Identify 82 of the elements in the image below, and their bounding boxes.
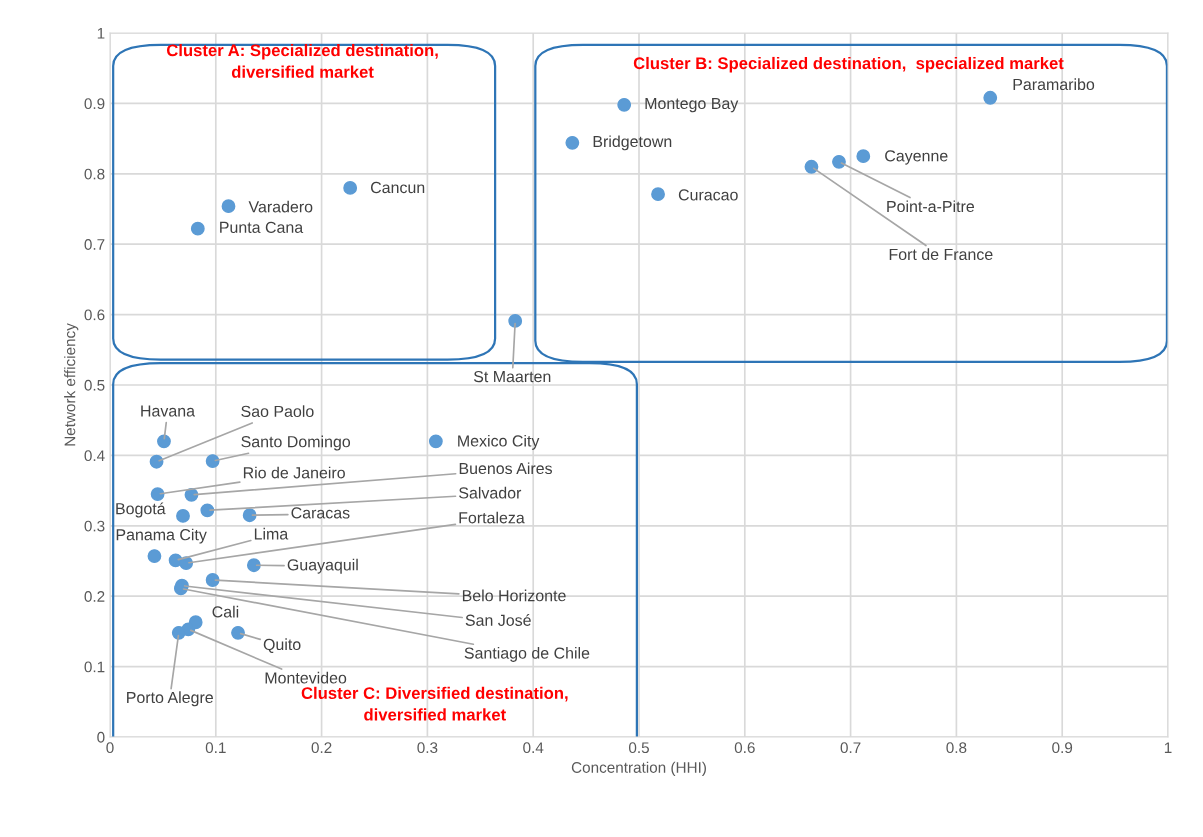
point bbox=[150, 487, 165, 502]
y-tick-label: 0.3 bbox=[84, 520, 105, 532]
annotation: Punta Cana bbox=[220, 221, 304, 233]
point bbox=[651, 187, 665, 202]
point bbox=[205, 573, 220, 587]
annotation: Cayenne bbox=[885, 150, 948, 165]
y-tick-label: 0.1 bbox=[84, 661, 105, 673]
point bbox=[804, 159, 819, 174]
y-tick-label: 0.2 bbox=[84, 591, 105, 602]
annotation: Cali bbox=[212, 605, 239, 618]
x-tick-label: 0 bbox=[106, 742, 114, 754]
annotation: Panama City bbox=[116, 528, 207, 544]
x-tick-label: 0.4 bbox=[523, 742, 544, 754]
x-tick-label: 0.5 bbox=[628, 742, 649, 754]
y-tick-label: 0.8 bbox=[84, 168, 105, 180]
annotation: Curacao bbox=[678, 189, 738, 201]
annotation: Guayaquil bbox=[287, 558, 358, 574]
y-tick-label: 0.4 bbox=[84, 450, 105, 462]
x-tick-label: 1 bbox=[1164, 742, 1172, 753]
annotation: Porto Alegre bbox=[127, 691, 213, 707]
annotation: Belo Horizonte bbox=[462, 589, 566, 602]
annotation: Point-a-Pitre bbox=[887, 200, 975, 213]
point bbox=[190, 221, 205, 236]
annotation: Cluster C: Diversified destination, diversified market bbox=[301, 686, 568, 721]
annotation: Varadero bbox=[248, 200, 313, 213]
point bbox=[508, 314, 523, 328]
point bbox=[565, 135, 580, 150]
y-axis-title: Network efficiency bbox=[64, 323, 79, 446]
point bbox=[171, 625, 186, 640]
annotation: Bridgetown bbox=[593, 135, 672, 151]
point bbox=[242, 508, 257, 523]
point bbox=[832, 154, 846, 169]
point bbox=[200, 503, 215, 518]
point bbox=[428, 434, 443, 449]
annotation: Paramaribo bbox=[1013, 78, 1095, 91]
annotation: Santo Domingo bbox=[241, 435, 351, 451]
annotation: Montego Bay bbox=[645, 97, 739, 113]
point bbox=[231, 625, 245, 640]
y-tick-label: 0.7 bbox=[84, 239, 105, 250]
x-tick-label: 0.9 bbox=[1052, 742, 1073, 754]
annotation: Cluster B: Specialized destination, specialized market bbox=[633, 56, 1064, 73]
point bbox=[983, 90, 998, 105]
annotation: Quito bbox=[263, 638, 301, 653]
point bbox=[343, 180, 358, 195]
annotation: Mexico City bbox=[458, 434, 540, 450]
point bbox=[246, 558, 261, 573]
point bbox=[176, 509, 190, 523]
annotation: Fort de France bbox=[889, 248, 993, 261]
annotation: San José bbox=[465, 614, 531, 626]
y-tick-label: 0.6 bbox=[84, 309, 105, 321]
point bbox=[856, 149, 871, 164]
annotation: Rio de Janeiro bbox=[243, 466, 345, 479]
y-tick-label: 0.5 bbox=[84, 379, 105, 391]
point bbox=[149, 454, 164, 469]
y-tick-label: 1 bbox=[97, 28, 105, 39]
point bbox=[617, 97, 632, 112]
y-tick-label: 0 bbox=[97, 731, 105, 743]
point bbox=[147, 549, 162, 563]
annotation: Buenos Aires bbox=[459, 462, 553, 475]
annotation: Lima bbox=[254, 527, 289, 540]
annotation: Montevideo bbox=[265, 671, 347, 684]
annotation: Santiago de Chile bbox=[464, 647, 590, 662]
annotation: Havana bbox=[141, 405, 196, 417]
point bbox=[205, 454, 220, 468]
x-axis-title: Concentration (HHI) bbox=[571, 761, 706, 776]
point bbox=[221, 199, 236, 214]
x-tick-label: 0.2 bbox=[311, 742, 332, 754]
annotation: Bogotá bbox=[116, 502, 166, 518]
point bbox=[157, 434, 171, 449]
annotation: St Maarten bbox=[473, 370, 551, 383]
annotation: Cancun bbox=[370, 181, 425, 194]
x-tick-label: 0.6 bbox=[734, 742, 755, 754]
x-tick-label: 0.1 bbox=[205, 742, 226, 754]
y-tick-label: 0.9 bbox=[84, 98, 105, 110]
annotation: Sao Paolo bbox=[241, 405, 314, 418]
annotation: Caracas bbox=[291, 507, 350, 519]
x-tick-label: 0.8 bbox=[946, 742, 967, 754]
annotation: Fortaleza bbox=[459, 511, 525, 524]
annotation: Salvador bbox=[459, 486, 522, 499]
x-tick-label: 0.3 bbox=[417, 742, 438, 754]
x-tick-label: 0.7 bbox=[840, 742, 861, 754]
annotation: Cluster A: Specialized destination, diversified market bbox=[166, 44, 438, 78]
